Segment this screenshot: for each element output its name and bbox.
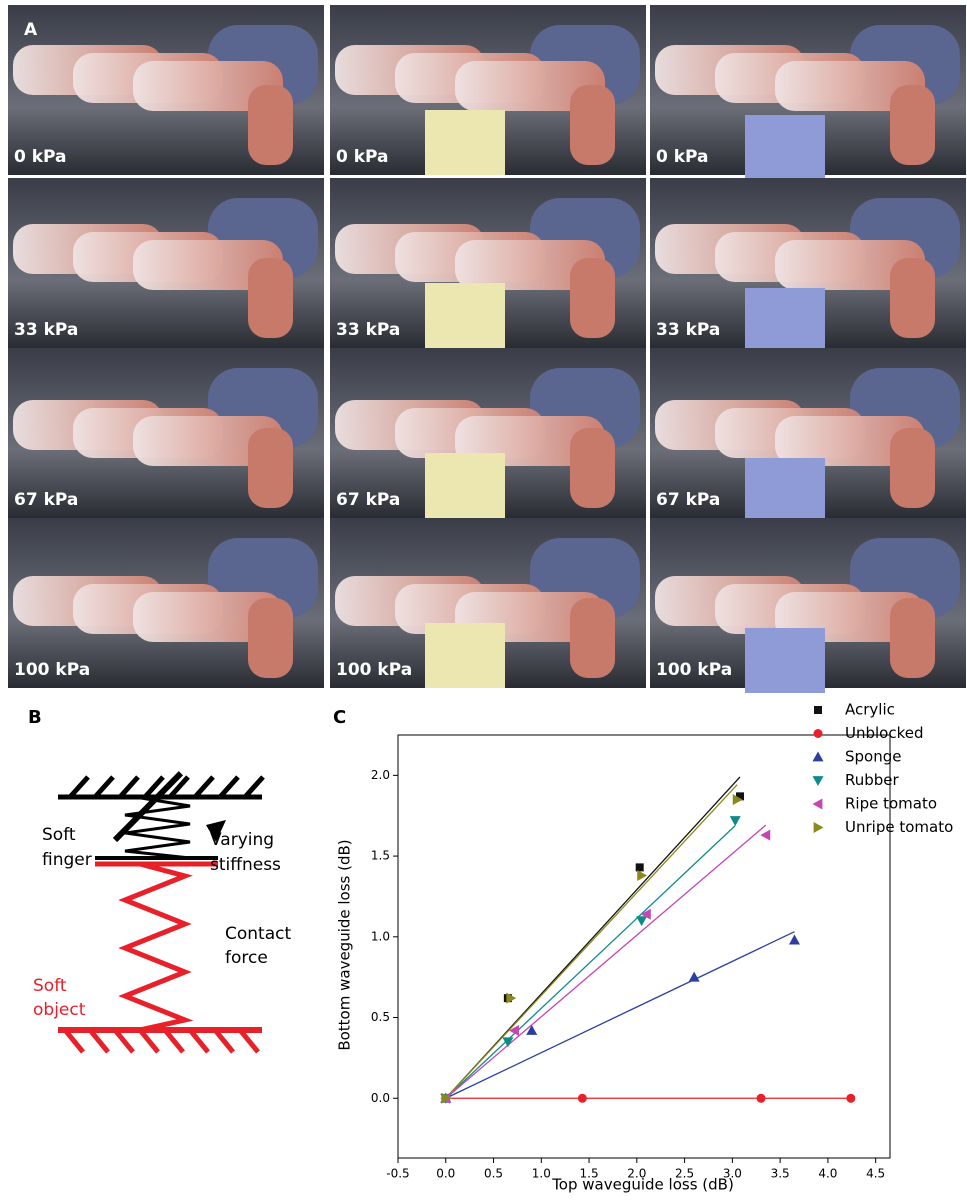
object [745,628,825,693]
x-tick-label: 0.5 [484,1167,503,1181]
legend-label: Rubber [845,771,900,789]
object [425,453,505,518]
legend-label: Ripe tomato [845,795,937,813]
x-tick-label: 1.0 [532,1167,551,1181]
pressure-label: 0 kPa [656,147,709,167]
panel-label: C [333,707,346,728]
x-tick-label: 2.0 [627,1167,646,1181]
marker [636,916,647,926]
trend-line [446,932,795,1099]
pressure-label: 100 kPa [336,660,412,680]
thumb [248,258,293,338]
label: stiffness [210,855,281,875]
x-tick-label: 4.0 [818,1167,837,1181]
label: force [225,948,268,968]
legend-label: Unripe tomato [845,818,953,836]
marker [526,1025,537,1035]
pressure-label: 0 kPa [14,147,67,167]
page: 0 kPa 0 kPa 0 kPa 33 kPa 33 kPa 33 kPa 67 kPa 6… [0,0,967,1199]
y-tick-label: 2.0 [371,768,390,782]
object [745,458,825,523]
marker [730,816,741,826]
thumb [570,428,615,508]
spring [125,797,190,858]
thumb [890,258,935,338]
legend-label: Sponge [845,748,901,766]
label: Varying [210,830,274,850]
trend-line [446,826,735,1099]
thumb [248,598,293,678]
pressure-label: 33 kPa [336,320,400,340]
pressure-label: 67 kPa [656,490,720,510]
pressure-label: 100 kPa [656,660,732,680]
pressure-label: 0 kPa [336,147,389,167]
x-tick-label: 3.5 [771,1167,790,1181]
y-tick-label: 1.5 [371,849,390,863]
spring [125,864,185,1030]
marker [757,1094,766,1103]
object [745,115,825,180]
x-tick-label: 0.0 [436,1167,455,1181]
trend-line [446,825,766,1098]
pressure-label: 67 kPa [14,490,78,510]
marker [636,863,644,871]
object [425,283,505,348]
object [745,288,825,353]
marker [689,972,700,982]
pressure-label: 33 kPa [656,320,720,340]
label: Soft [33,976,67,996]
thumb [570,85,615,165]
legend-marker [813,752,824,762]
hatch [65,1030,258,1052]
legend-marker [814,706,822,714]
panel-label: B [28,707,42,728]
x-tick-label: 4.5 [866,1167,885,1181]
object [425,623,505,688]
label: object [33,1000,86,1020]
thumb [570,598,615,678]
legend-marker [814,822,824,833]
marker [846,1094,855,1103]
marker [760,830,770,841]
trend-line [446,785,737,1099]
x-tick-label: -0.5 [386,1167,409,1181]
y-axis-label: Bottom waveguide loss (dB) [336,839,354,1050]
thumb [890,85,935,165]
object [425,110,505,175]
legend-marker [813,776,824,786]
spring-diagram: B Soft finger Varying stiffness Contact … [28,707,291,1052]
y-tick-label: 0.5 [371,1010,390,1024]
photo-grid: 0 kPa 0 kPa 0 kPa 33 kPa 33 kPa 33 kPa 67 kPa 6… [8,5,966,693]
legend-label: Acrylic [845,701,895,719]
pressure-label: 100 kPa [14,660,90,680]
thumb [890,598,935,678]
panel-label: A [24,20,38,40]
label: Soft [42,825,76,845]
label: Contact [225,924,291,944]
y-tick-label: 0.0 [371,1091,390,1105]
pressure-label: 33 kPa [14,320,78,340]
legend-marker [813,799,823,810]
pressure-label: 67 kPa [336,490,400,510]
label: finger [42,850,92,870]
x-tick-label: 1.5 [580,1167,599,1181]
marker [789,935,800,945]
plot-frame [398,735,890,1158]
x-tick-label: 3.0 [723,1167,742,1181]
legend-label: Unblocked [845,724,924,742]
x-tick-label: 2.5 [675,1167,694,1181]
figure: 0 kPa 0 kPa 0 kPa 33 kPa 33 kPa 33 kPa 67 kPa 6… [0,0,967,1199]
thumb [248,428,293,508]
legend-marker [814,729,823,738]
thumb [248,85,293,165]
thumb [570,258,615,338]
marker [578,1094,587,1103]
thumb [890,428,935,508]
y-tick-label: 1.0 [371,929,390,943]
